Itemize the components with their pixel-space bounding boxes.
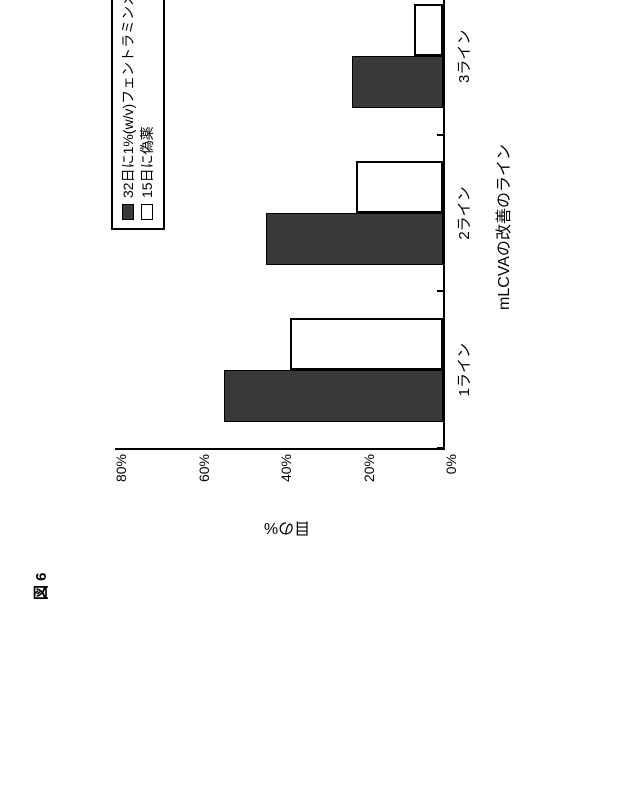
y-tick-label: 40%	[278, 448, 294, 482]
bar-treatment	[352, 56, 443, 108]
legend-row-treatment: 32日に1%(w/v)フェントラミンメシレート	[119, 0, 138, 220]
x-tick-mark	[437, 134, 445, 136]
legend-row-placebo: 15日に偽薬	[138, 0, 157, 220]
page-root: 図 6 目の% 0% 20% 40% 60% 80% 1ライン 2ライン 3ライン mLCVA…	[0, 0, 640, 640]
x-tick-label: 1ライン	[443, 343, 474, 396]
legend-swatch-placebo	[141, 204, 153, 220]
x-axis-label: mLCVAの改善のライン	[490, 144, 514, 310]
y-tick-label: 60%	[196, 448, 212, 482]
y-tick-label: 0%	[443, 448, 459, 474]
bar-treatment	[266, 213, 443, 265]
bar-placebo	[414, 4, 443, 56]
legend: 32日に1%(w/v)フェントラミンメシレート15日に偽薬	[111, 0, 165, 230]
bar-placebo	[356, 161, 443, 213]
bar-treatment	[224, 370, 443, 422]
x-tick-mark	[437, 290, 445, 292]
legend-swatch-treatment	[122, 204, 134, 220]
legend-label: 15日に偽薬	[138, 126, 157, 198]
x-tick-label: 2ライン	[443, 186, 474, 239]
y-tick-label: 20%	[361, 448, 377, 482]
x-tick-label: 3ライン	[443, 30, 474, 83]
y-axis-label: 目の%	[257, 518, 317, 542]
y-tick-label: 80%	[113, 448, 129, 482]
bar-placebo	[290, 318, 443, 370]
bar-chart: 目の% 0%20%40%60%80%1ライン2ライン3ライン mLCVAの改善の…	[105, 0, 575, 490]
x-tick-mark	[437, 447, 445, 449]
figure-label: 図 6	[30, 572, 51, 600]
legend-label: 32日に1%(w/v)フェントラミンメシレート	[119, 0, 138, 198]
rotated-canvas: 図 6 目の% 0% 20% 40% 60% 80% 1ライン 2ライン 3ライン mLCVA…	[0, 0, 640, 640]
